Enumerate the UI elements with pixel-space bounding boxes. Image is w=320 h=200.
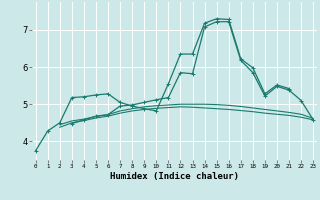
X-axis label: Humidex (Indice chaleur): Humidex (Indice chaleur) xyxy=(110,172,239,181)
